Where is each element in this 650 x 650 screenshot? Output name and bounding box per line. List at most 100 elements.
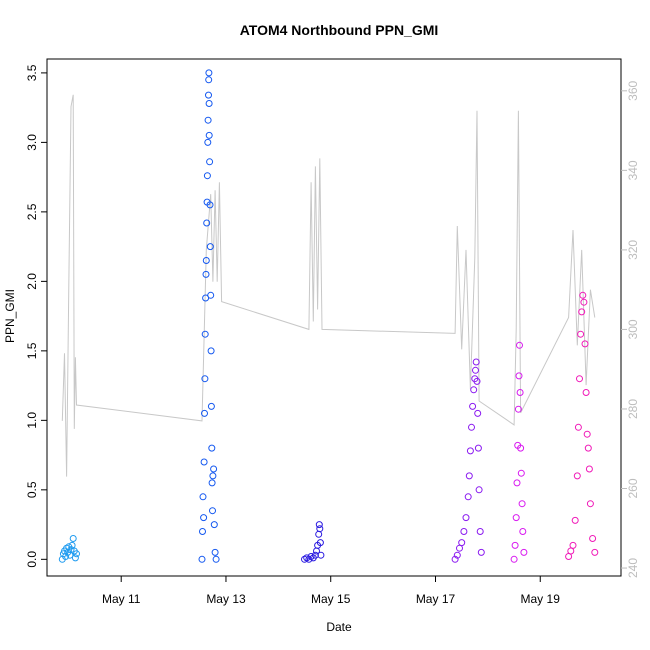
data-point [199, 528, 206, 535]
data-point [205, 100, 213, 107]
data-point [474, 409, 482, 417]
data-point [586, 500, 594, 508]
data-point [209, 507, 216, 515]
data-point [519, 528, 527, 535]
data-point [200, 458, 208, 466]
data-point [469, 402, 477, 410]
data-point [198, 555, 206, 563]
data-point [517, 469, 525, 477]
data-point [577, 330, 585, 338]
data-point [208, 479, 216, 487]
data-point [518, 500, 526, 508]
series-2 [198, 69, 220, 563]
data-point [203, 219, 211, 227]
data-point [201, 330, 209, 338]
data-point [589, 535, 597, 542]
data-point [464, 493, 472, 501]
overlay-line-layer [61, 94, 596, 477]
data-point [473, 377, 481, 385]
data-point [71, 554, 79, 562]
data-point [475, 486, 483, 494]
data-point [69, 535, 77, 542]
y2-tick-label: 340 [626, 160, 640, 180]
data-point [316, 525, 324, 533]
data-point [210, 521, 218, 529]
data-point [581, 340, 589, 348]
data-point [465, 472, 473, 480]
axes-layer: 0.0 0.5 1.0 1.5 2.0 2.5 3.0 3.5 240 260 280 300 320 3… [25, 58, 640, 606]
y-tick-label: 3.0 [25, 134, 39, 151]
data-point [515, 372, 523, 380]
data-point [205, 76, 213, 84]
data-point [316, 539, 324, 547]
data-point [476, 528, 484, 535]
data-point [472, 358, 480, 366]
data-point [576, 375, 583, 383]
y2-tick-label: 320 [626, 240, 640, 260]
points-layer [58, 69, 599, 563]
data-point [520, 548, 528, 556]
data-point [317, 551, 325, 559]
y2-tick-label: 360 [626, 80, 640, 100]
data-point [209, 472, 217, 480]
y-tick-label: 3.5 [25, 64, 39, 81]
data-point [202, 270, 210, 278]
y-tick-label: 1.5 [25, 342, 39, 359]
data-point [199, 493, 207, 501]
plot-frame [46, 58, 622, 577]
y2-tick-label: 280 [626, 399, 640, 419]
data-point [62, 553, 70, 560]
data-point [453, 551, 461, 559]
data-point [591, 548, 599, 556]
data-point [67, 546, 75, 554]
data-point [517, 444, 525, 452]
x-axis-label: Date [326, 620, 352, 634]
data-point [510, 555, 518, 563]
y-axis-label: PPN_GMI [3, 289, 17, 343]
chart-title: ATOM4 Northbound PPN_GMI [240, 22, 439, 38]
series-3 [301, 521, 325, 563]
data-point [200, 514, 208, 522]
data-point [451, 555, 459, 563]
data-point [583, 430, 591, 438]
series-5 [510, 341, 528, 563]
data-point [73, 550, 80, 558]
series-4 [451, 358, 485, 563]
data-point [569, 541, 577, 549]
x-tick-label: May 17 [416, 592, 456, 606]
data-point [205, 131, 213, 139]
data-point [315, 521, 323, 529]
y-tick-label: 2.0 [25, 273, 39, 290]
data-point [571, 516, 579, 524]
series-6 [565, 291, 599, 560]
overlay-line [61, 94, 596, 477]
x-tick-label: May 11 [102, 592, 141, 606]
y-tick-label: 2.5 [25, 203, 39, 220]
data-point [212, 555, 220, 563]
data-point [206, 243, 214, 251]
data-point [201, 375, 209, 383]
data-point [584, 444, 592, 452]
data-point [477, 548, 485, 556]
data-point [460, 528, 468, 535]
data-point [462, 514, 470, 522]
data-point [470, 386, 478, 394]
data-point [458, 539, 466, 547]
data-point [207, 402, 215, 410]
y2-tick-label: 300 [626, 319, 640, 339]
data-point [201, 409, 208, 417]
data-point [210, 465, 218, 473]
data-point [202, 257, 210, 264]
data-point [205, 91, 212, 99]
y-tick-label: 0.0 [25, 551, 39, 568]
x-tick-label: May 15 [311, 592, 351, 606]
data-point [203, 172, 211, 180]
data-point [207, 291, 215, 299]
y-tick-label: 1.0 [25, 412, 39, 429]
data-point [204, 138, 212, 146]
x-tick-label: May 13 [206, 592, 246, 606]
x-tick-label: May 19 [521, 592, 561, 606]
data-point [585, 465, 593, 473]
